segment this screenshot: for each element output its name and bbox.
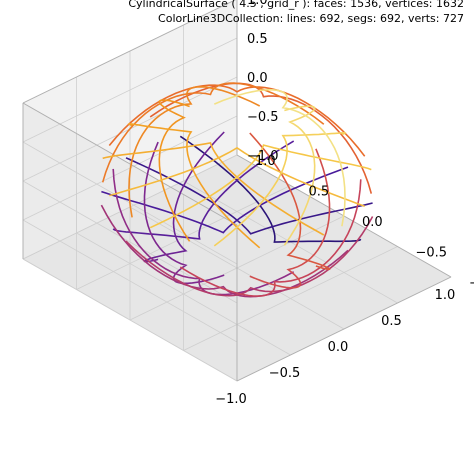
data-curve-15 <box>128 85 261 218</box>
data-curve-11 <box>249 132 331 271</box>
grid-line-side-z-2 <box>22 180 238 304</box>
z-tick-label-1: −0.5 <box>247 110 279 125</box>
data-curve-20 <box>149 144 372 229</box>
axis-edges <box>22 0 452 382</box>
y-tick-label-1: −0.5 <box>416 246 448 261</box>
data-curve-12 <box>149 82 373 194</box>
chart-title-line-1: CylindricalSurface ( 4.5 , grid_r ): fac… <box>128 0 464 10</box>
axis-edge-top-left <box>22 102 238 226</box>
data-curve-1 <box>125 157 373 235</box>
data-curve-23 <box>213 88 346 227</box>
data-curve-10 <box>249 148 331 289</box>
data-curve-9 <box>179 179 362 297</box>
z-tick-label-2: 0.0 <box>247 71 268 86</box>
data-curves <box>100 82 374 298</box>
data-curve-13 <box>108 84 366 157</box>
z-tick-label-4: 1.0 <box>247 0 268 8</box>
data-curve-7 <box>100 204 349 298</box>
z-tick-label-0: −1.0 <box>247 149 279 164</box>
x-tick-label-3: 0.5 <box>381 314 402 329</box>
data-curve-2 <box>101 166 349 234</box>
data-curve-0 <box>179 135 362 243</box>
data-curve-3 <box>112 140 295 240</box>
y-tick-label-2: 0.0 <box>362 215 383 230</box>
axis-edge-x <box>236 276 452 382</box>
axis-edge-top-back <box>22 0 236 104</box>
x-tick-label-1: −0.5 <box>269 366 301 381</box>
data-curve-14 <box>101 82 325 183</box>
grid-line-back-z-3 <box>22 37 238 143</box>
data-curve-16 <box>158 99 191 242</box>
z-tick-label-3: 0.5 <box>247 32 268 47</box>
y-tick-label-4: 1.0 <box>255 154 276 169</box>
axis-ticks: −1.0−0.50.00.51.0−1.0−0.50.00.51.0−1.0−0… <box>215 0 474 407</box>
data-curve-8 <box>125 216 374 297</box>
y-tick-label-0: −1.0 <box>469 276 474 291</box>
data-curve-17 <box>127 123 261 249</box>
chart-title-line-2: ColorLine3DCollection: lines: 692, segs:… <box>158 12 464 25</box>
data-curve-19 <box>109 146 365 208</box>
x-tick-label-0: −1.0 <box>215 392 247 407</box>
data-curve-21 <box>213 131 347 247</box>
data-curve-22 <box>283 105 316 246</box>
x-tick-label-2: 0.0 <box>328 340 349 355</box>
x-tick-label-4: 1.0 <box>435 288 456 303</box>
data-curve-18 <box>102 141 325 236</box>
y-tick-label-3: 0.5 <box>309 185 330 200</box>
